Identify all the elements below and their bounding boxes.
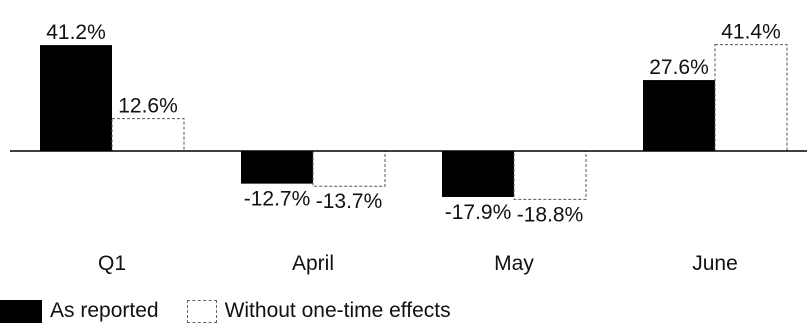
data-label: 41.2% [46,21,106,44]
bar-as-reported-may [442,151,514,198]
data-label: 27.6% [649,56,709,79]
data-label: -12.7% [244,188,311,211]
data-label: -18.8% [517,203,584,226]
bar-without-one-time-effects-q1 [111,118,185,152]
category-label-june: June [692,252,738,275]
legend-label-without-one-time-effects: Without one-time effects [224,299,451,322]
bar-as-reported-april [241,151,313,184]
legend-item-as-reported: As reported [0,299,159,323]
legend-label-as-reported: As reported [50,299,159,322]
legend: As reported Without one-time effects [0,298,469,324]
data-label: -13.7% [316,190,383,213]
bar-chart: 41.2% 12.6% Q1 -12.7% -13.7% April -17.9% -18.8… [10,21,807,275]
category-label-april: April [292,252,334,275]
category-label-q1: Q1 [98,252,126,275]
bar-without-one-time-effects-may [513,150,587,200]
data-label: 12.6% [118,95,178,118]
bar-as-reported-q1 [40,45,112,152]
bar-without-one-time-effects-june [714,44,788,152]
data-label: 41.4% [721,21,781,44]
legend-swatch-solid [0,299,42,323]
legend-item-without-one-time-effects: Without one-time effects [177,299,451,323]
bar-as-reported-june [643,80,715,151]
bar-without-one-time-effects-april [312,150,386,187]
category-label-may: May [494,252,534,275]
legend-swatch-dashed [186,299,217,323]
data-label: -17.9% [445,201,512,224]
